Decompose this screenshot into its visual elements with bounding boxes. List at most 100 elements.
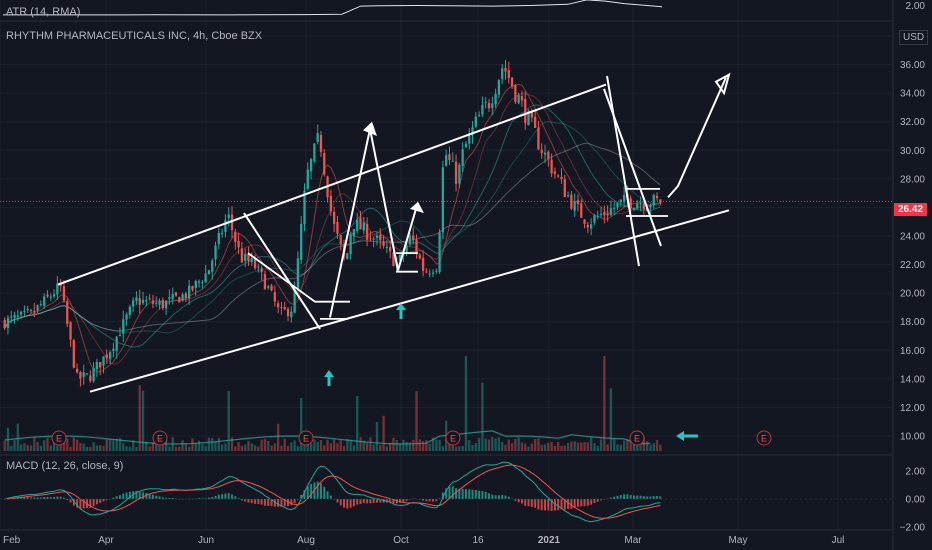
price-axis[interactable]: 10.00 12.00 14.00 16.00 18.00 20.00 22.00 24.00…	[900, 1, 926, 534]
candle-body	[319, 134, 323, 153]
macd-histogram-bar	[517, 499, 520, 503]
date-tick-label: 2021	[538, 535, 561, 546]
macd-histogram-bar	[105, 499, 108, 501]
macd-histogram-bar	[95, 499, 98, 505]
candle-body	[207, 269, 211, 275]
macd-histogram-bar	[23, 497, 26, 499]
macd-histogram-bar	[155, 495, 158, 499]
candle-body	[405, 245, 408, 255]
macd-histogram-bar	[118, 495, 121, 499]
candle-body	[115, 336, 118, 351]
candle-body	[309, 159, 313, 172]
candle-body	[112, 348, 115, 352]
macd-histogram-bar	[158, 496, 161, 499]
macd-histogram-bar	[375, 499, 378, 503]
volume-bar	[188, 446, 191, 451]
volume-bar	[336, 443, 339, 451]
candle-body	[253, 259, 257, 269]
volume-bar	[313, 439, 316, 451]
volume-bar	[553, 445, 557, 451]
volume-bar	[52, 442, 56, 451]
candle-body	[108, 352, 112, 360]
earnings-circle	[445, 430, 461, 446]
macd-histogram-bar	[422, 499, 425, 501]
macd-histogram-bar	[267, 499, 270, 506]
macd-histogram-bar	[619, 495, 622, 499]
macd-histogram-bar	[33, 497, 36, 499]
volume-bar	[3, 440, 6, 451]
macd-histogram-bar	[534, 499, 537, 508]
candle-body	[603, 211, 606, 216]
volume-bar	[316, 441, 319, 451]
macd-histogram-bar	[435, 499, 438, 502]
last-price-tag: 26.42	[894, 203, 928, 216]
candle-body	[227, 214, 230, 219]
volume-bar	[211, 437, 214, 451]
volume-bar	[468, 440, 471, 451]
candle-body	[590, 224, 593, 229]
volume-layer	[3, 356, 662, 451]
price-tick-label: 20.00	[900, 289, 925, 300]
candle-body	[636, 203, 639, 209]
volume-bar	[382, 415, 385, 451]
volume-bar	[89, 446, 92, 451]
candle-body	[596, 215, 599, 217]
candle-body	[62, 286, 66, 301]
candle-body	[276, 303, 280, 308]
macd-histogram-bar	[524, 499, 527, 506]
volume-bar	[125, 446, 128, 451]
date-tick-label: 16	[472, 535, 484, 546]
volume-bar	[375, 422, 379, 451]
volume-bar	[613, 438, 616, 451]
macd-histogram-bar	[273, 499, 276, 507]
macd-histogram-bar	[481, 491, 484, 499]
date-tick-label: Apr	[98, 535, 114, 546]
macd-histogram-bar	[448, 486, 451, 499]
volume-bar	[95, 445, 99, 451]
candle-body	[369, 238, 372, 240]
volume-bar	[603, 356, 606, 451]
macd-histogram-bar	[20, 497, 23, 499]
atr-pane	[3, 0, 663, 16]
volume-bar	[29, 445, 33, 451]
candle-body	[220, 232, 224, 234]
time-axis[interactable]: Feb Apr Jun Aug Oct 16 2021 Mar May Jul	[3, 535, 844, 546]
volume-bar	[510, 443, 514, 451]
candle-body	[39, 304, 43, 306]
candle-body	[563, 179, 566, 198]
candle-body	[609, 208, 613, 215]
macd-histogram-bar	[59, 496, 62, 499]
candle-body	[178, 297, 181, 303]
macd-histogram-bar	[30, 497, 32, 499]
macd-histogram-bar	[336, 499, 339, 503]
macd-tick-label: −2.00	[900, 523, 926, 534]
candle-body	[6, 317, 10, 329]
macd-histogram-bar	[204, 497, 207, 499]
macd-histogram-bar	[352, 499, 355, 507]
volume-bar	[118, 437, 122, 451]
macd-histogram-bar	[128, 491, 131, 499]
volume-bar	[62, 440, 66, 451]
macd-histogram-bar	[580, 499, 583, 507]
volume-bar	[75, 439, 79, 451]
candle-body	[240, 248, 244, 263]
drawings-layer[interactable]	[57, 72, 731, 441]
macd-histogram-bar	[593, 499, 596, 504]
volume-bar	[346, 438, 349, 451]
macd-histogram-bar	[547, 499, 550, 511]
macd-histogram-bar	[148, 493, 151, 499]
candle-body	[507, 70, 510, 79]
volume-bar	[342, 446, 346, 451]
volume-bar	[408, 442, 412, 451]
volume-bar	[69, 446, 72, 451]
macd-histogram-bar	[240, 499, 243, 501]
candle-body	[316, 132, 319, 143]
flag-line	[247, 252, 350, 303]
volume-bar	[36, 441, 39, 451]
volume-bar	[629, 437, 632, 451]
volume-bar	[72, 437, 75, 451]
candle-body	[619, 199, 622, 203]
candle-body	[566, 195, 570, 197]
macd-histogram-bar	[636, 495, 639, 499]
